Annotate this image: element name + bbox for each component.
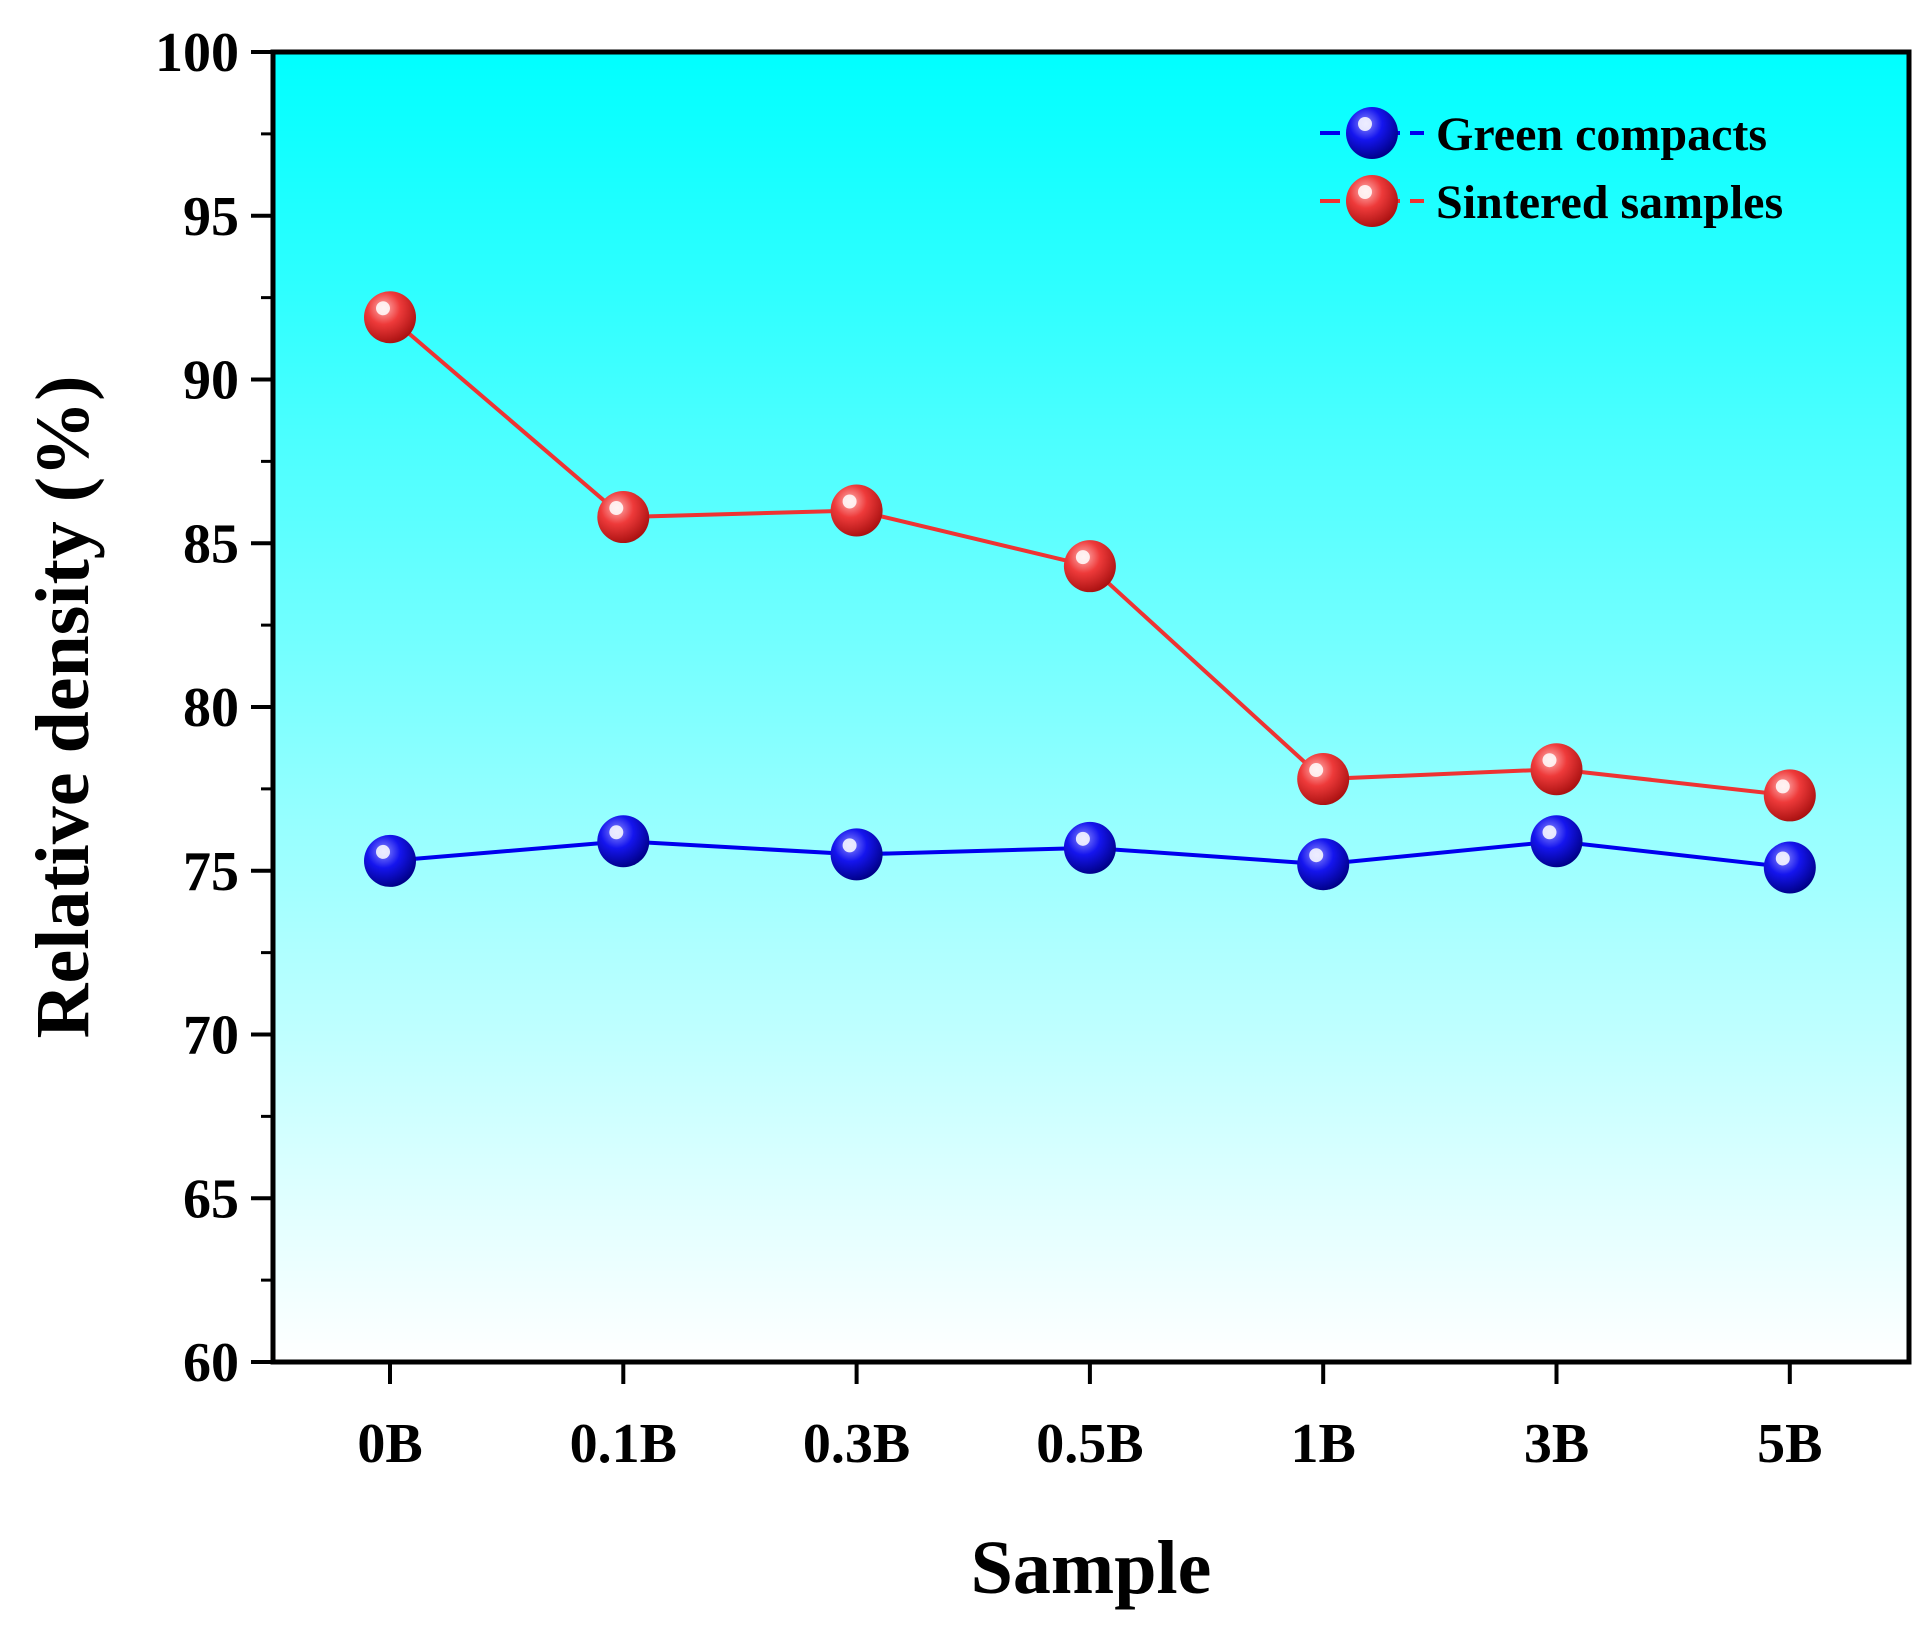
legend-item: Sintered samples (1320, 175, 1783, 229)
x-tick-label: 3B (1524, 1413, 1589, 1475)
data-point (597, 815, 650, 868)
legend-label: Green compacts (1436, 108, 1767, 161)
data-point (597, 491, 650, 544)
data-point (1763, 841, 1816, 894)
data-point (1063, 821, 1116, 874)
data-point (1063, 540, 1116, 593)
x-tick-label: 0.3B (803, 1413, 910, 1475)
data-point (830, 484, 883, 537)
legend-item: Green compacts (1320, 107, 1767, 161)
y-tick-label: 65 (183, 1168, 239, 1230)
x-tick-label: 5B (1757, 1413, 1822, 1475)
x-axis: 0B 0.1B 0.3B 0.5B 1B 3B 5B (357, 1362, 1822, 1475)
x-tick-label: 0B (357, 1413, 422, 1475)
data-point (364, 834, 416, 887)
legend-label: Sintered samples (1436, 176, 1783, 229)
data-point (1530, 815, 1583, 868)
legend-marker (1346, 107, 1398, 159)
y-tick-label: 100 (155, 22, 239, 84)
series-layer (364, 291, 1816, 894)
y-axis-title: Relative density (%) (21, 376, 105, 1039)
y-tick-label: 95 (183, 186, 239, 248)
legend-marker (1346, 175, 1398, 227)
data-point (364, 291, 416, 344)
y-tick-label: 90 (183, 350, 239, 412)
data-point (1297, 753, 1350, 806)
y-tick-label: 75 (183, 841, 239, 903)
y-tick-label: 70 (183, 1005, 239, 1067)
x-tick-label: 0.5B (1036, 1413, 1143, 1475)
data-point (1763, 769, 1816, 822)
y-tick-label: 85 (183, 513, 239, 575)
data-point (1530, 743, 1583, 796)
data-point (1297, 838, 1350, 891)
y-axis: 60 65 70 75 80 85 90 95 100 (155, 22, 273, 1394)
x-tick-label: 1B (1291, 1413, 1356, 1475)
y-tick-label: 80 (183, 677, 239, 739)
x-tick-label: 0.1B (570, 1413, 677, 1475)
data-point (830, 828, 883, 881)
plot-background (273, 52, 1909, 1362)
legend: Green compacts Sintered samples (1320, 107, 1783, 229)
x-axis-title: Sample (971, 1526, 1212, 1610)
y-tick-label: 60 (183, 1332, 239, 1394)
